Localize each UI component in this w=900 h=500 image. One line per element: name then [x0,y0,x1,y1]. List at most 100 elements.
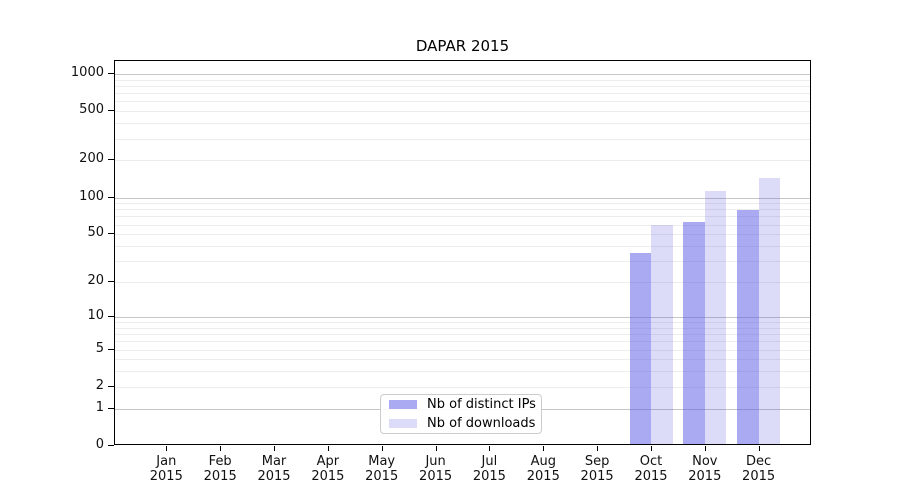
bar-distinct-ips-dec [737,210,759,444]
y-tick-label-1000: 1000 [70,64,104,80]
x-tick-label-aug: Aug 2015 [503,454,583,484]
x-tick-month-jun: Jun [425,454,446,469]
gridline-600 [115,101,810,103]
y-tick-label-10: 10 [87,307,104,323]
x-tick-nov [704,446,706,451]
x-tick-month-sep: Sep [584,454,610,469]
y-tick-label-20: 20 [87,273,104,288]
y-tick-0 [108,445,114,446]
x-tick-year-aug: 2015 [526,469,560,484]
x-tick-month-dec: Dec [746,454,772,469]
x-tick-label-jun: Jun 2015 [396,454,476,484]
gridline-2 [115,386,810,388]
y-tick-5 [108,348,114,350]
y-tick-label-50: 50 [87,225,104,241]
x-tick-month-mar: Mar [261,454,287,469]
gridline-9 [115,322,810,323]
gridline-10 [115,316,810,318]
legend-item-distinct-ips: Nb of distinct IPs [381,395,541,414]
x-tick-month-feb: Feb [208,454,232,469]
x-tick-may [381,446,383,451]
y-tick-label-2: 2 [95,377,104,393]
x-tick-year-feb: 2015 [203,469,237,484]
x-tick-label-nov: Nov 2015 [665,454,745,484]
x-tick-year-jan: 2015 [149,469,183,484]
plot-area: Nb of distinct IPs Nb of downloads [114,60,811,445]
x-tick-aug [543,446,545,451]
x-tick-month-nov: Nov [692,454,718,469]
y-tick-label-0: 0 [95,437,104,452]
x-tick-dec [758,446,760,451]
x-tick-year-jun: 2015 [419,469,453,484]
gridline-300 [115,138,810,140]
legend-swatch-distinct-ips-icon [389,400,417,409]
gridline-700 [115,93,810,95]
y-tick-label-1: 1 [95,399,104,415]
x-tick-oct [651,446,652,451]
y-tick-10 [108,315,114,317]
x-tick-jun [435,446,437,451]
x-tick-jul [489,446,491,451]
chart-title: DAPAR 2015 [415,37,510,55]
y-tick-200 [108,159,114,161]
gridline-3 [115,371,810,373]
bar-downloads-dec [758,177,781,444]
x-tick-label-sep: Sep 2015 [557,454,637,484]
gridline-900 [115,79,810,81]
x-tick-month-jan: Jan [156,454,177,469]
y-tick-1 [108,407,114,409]
gridline-7 [115,334,810,335]
x-tick-month-aug: Aug [530,454,556,469]
x-tick-label-dec: Dec 2015 [719,454,799,484]
x-tick-label-jan: Jan 2015 [126,454,206,484]
legend-swatch-downloads-icon [389,419,417,428]
gridline-100 [115,197,810,199]
x-tick-jan [166,446,168,451]
gridline-90 [115,203,810,205]
gridline-200 [115,160,810,162]
x-tick-sep [597,446,599,451]
y-tick-20 [108,281,114,282]
x-tick-year-sep: 2015 [580,469,614,484]
x-tick-label-apr: Apr 2015 [288,454,368,484]
legend-item-downloads: Nb of downloads [381,414,541,433]
x-tick-year-may: 2015 [365,469,399,484]
y-tick-100 [108,196,114,198]
y-tick-label-500: 500 [79,102,104,118]
x-tick-month-jul: Jul [481,454,498,469]
gridline-70 [115,216,810,218]
bar-distinct-ips-nov [683,222,705,444]
gridline-20 [115,282,810,283]
x-tick-year-oct: 2015 [634,469,668,484]
gridline-500 [115,111,810,113]
gridline-5 [115,349,810,351]
y-tick-1000 [108,72,114,74]
legend-label-downloads: Nb of downloads [427,416,536,431]
gridline-6 [115,341,810,343]
x-tick-month-apr: Apr [316,454,340,469]
gridline-30 [115,261,810,263]
y-tick-label-5: 5 [95,340,104,356]
x-tick-month-may: May [368,454,396,469]
x-tick-year-jul: 2015 [472,469,506,484]
x-tick-label-jul: Jul 2015 [449,454,529,484]
x-tick-year-dec: 2015 [742,469,776,484]
y-tick-label-200: 200 [79,151,104,167]
x-tick-label-feb: Feb 2015 [180,454,260,484]
gridline-1000 [115,73,810,75]
bar-distinct-ips-oct [629,253,651,444]
y-tick-2 [108,385,114,387]
x-tick-year-nov: 2015 [688,469,722,484]
bar-downloads-oct [651,224,673,444]
y-tick-label-100: 100 [79,188,104,204]
gridline-60 [115,224,810,226]
y-tick-500 [108,110,114,112]
gridline-50 [115,234,810,236]
x-tick-year-apr: 2015 [311,469,345,484]
gridline-400 [115,123,810,125]
bar-downloads-nov [704,190,727,444]
legend-label-distinct-ips: Nb of distinct IPs [427,397,536,412]
gridline-800 [115,85,810,87]
x-tick-month-oct: Oct [639,454,663,469]
